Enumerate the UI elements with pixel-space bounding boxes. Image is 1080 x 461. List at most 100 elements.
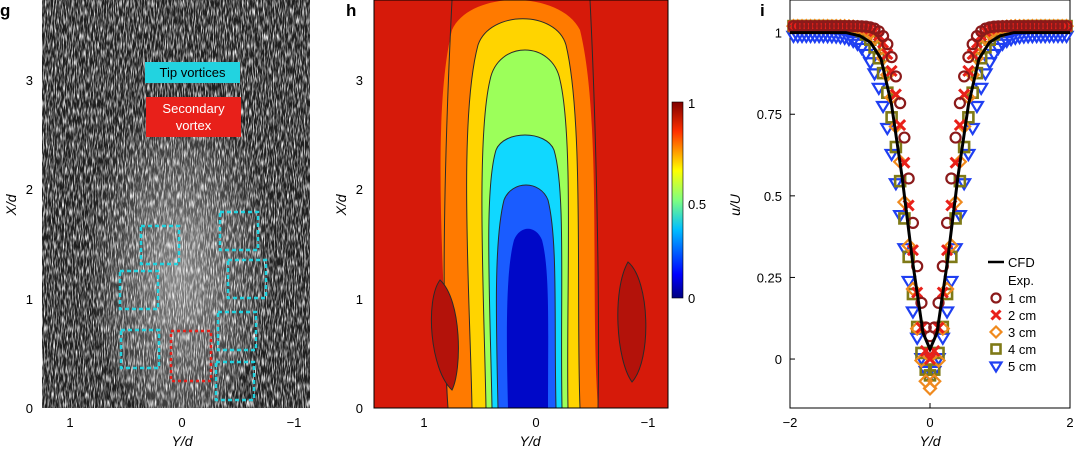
legend-marker (988, 361, 1004, 374)
data-point (987, 20, 1001, 33)
panel-i-legend: CFD Exp. 1 cm 2 cm 3 cm 4 cm 5 cm (988, 255, 1036, 374)
y-tick-label: 0 (775, 352, 782, 367)
x-tick-label: 1 (66, 415, 73, 430)
data-point (881, 38, 894, 51)
legend-cfd-label: CFD (1008, 255, 1035, 270)
data-point (930, 352, 947, 369)
legend-exp-items: 1 cm 2 cm 3 cm 4 cm 5 cm (988, 291, 1036, 374)
data-point (962, 51, 975, 64)
panel-i-y-axis-label: u/U (727, 193, 743, 216)
data-point (901, 238, 917, 254)
panel-i-x-axis-label: Y/d (919, 433, 941, 449)
data-point (889, 70, 902, 83)
tip-vortex-box (216, 310, 258, 352)
colorbar-tick-label: 0 (688, 291, 695, 306)
y-tick-label: 1 (26, 292, 33, 307)
secondary-vortex-badge (146, 97, 241, 137)
data-point (855, 20, 868, 33)
data-point (943, 275, 960, 290)
legend-series-label: 2 cm (1008, 308, 1036, 323)
y-tick-label: 0 (356, 401, 363, 416)
legend-series-label: 3 cm (1008, 325, 1036, 340)
x-tick-label: −1 (287, 415, 302, 430)
contour-lines (430, 0, 647, 408)
data-point (949, 131, 962, 144)
tip-vortex-boxes (118, 210, 268, 402)
data-point (904, 306, 921, 320)
legend-series-label: 5 cm (1008, 359, 1036, 374)
panel-h: h 0 1 2 3 (333, 0, 706, 449)
y-tick-label: 0.5 (764, 189, 782, 204)
secondary-vortex-label-line1: Secondary (162, 101, 225, 116)
y-tick-label: 1 (356, 292, 363, 307)
data-point (932, 296, 945, 309)
data-point (968, 100, 985, 115)
data-point (894, 97, 907, 110)
panel-letter-g: g (0, 1, 10, 20)
x-tick-label: 0 (926, 415, 933, 430)
panel-i-ticks: −2 0 2 0 0.25 0.5 0.75 1 (757, 26, 1074, 430)
panel-i: i −2 0 2 0 0.25 0.5 0.75 1 Y/d u/U CFD Exp. 1 c… (727, 0, 1075, 449)
legend-marker (988, 324, 1004, 340)
legend-series-label: 4 cm (1008, 342, 1036, 357)
panel-letter-i: i (760, 1, 765, 20)
legend-marker (990, 292, 1002, 304)
panel-g-y-axis-label: X/d (3, 193, 19, 216)
panel-h-y-axis-label: X/d (333, 193, 349, 216)
data-point (885, 64, 898, 77)
tip-vortex-box (118, 269, 160, 311)
contour-band-deep-blue (506, 228, 549, 408)
panel-g: g Tip vortices Secondary vortex 0 1 2 3 … (0, 0, 310, 449)
velocity-contour-map (374, 0, 668, 408)
data-point (964, 122, 981, 137)
contour-line (466, 18, 581, 408)
data-point (962, 64, 975, 77)
x-tick-label: −2 (783, 415, 798, 430)
legend-marker (990, 343, 1002, 355)
y-tick-label: 0.75 (757, 107, 782, 122)
panel-letter-h: h (346, 1, 356, 20)
contour-line (589, 0, 600, 408)
panel-h-x-axis-label: Y/d (519, 433, 541, 449)
y-tick-label: 0 (26, 401, 33, 416)
cfd-line (790, 31, 1070, 354)
panel-h-frame (373, 0, 669, 409)
data-point (892, 209, 909, 224)
data-point (1004, 20, 1018, 33)
data-point (1000, 20, 1013, 33)
data-point (943, 238, 959, 254)
data-point (923, 352, 937, 366)
data-point (953, 97, 966, 110)
data-point (845, 35, 862, 50)
data-point (847, 20, 860, 33)
x-tick-label: 0 (178, 415, 185, 430)
colorbar-tick-label: 1 (688, 96, 695, 111)
y-tick-label: 3 (26, 73, 33, 88)
data-point (953, 119, 966, 132)
contour-line (481, 49, 569, 408)
colorbar-tick-label: 0.5 (688, 197, 706, 212)
contour-line (495, 184, 557, 408)
data-point (858, 48, 874, 63)
secondary-vortex-label-line2: vortex (176, 118, 212, 133)
tip-vortex-box (119, 328, 161, 370)
colorbar-ticks: 0 0.5 1 (688, 96, 706, 306)
data-point (879, 122, 896, 137)
y-tick-label: 0.25 (757, 270, 782, 285)
data-point (851, 20, 864, 33)
legend-series-label: 1 cm (1008, 291, 1036, 306)
data-point (842, 20, 856, 33)
data-point (996, 20, 1009, 33)
panel-h-x-ticks: 1 0 −1 (420, 415, 655, 430)
panel-g-y-ticks: 0 1 2 3 (26, 73, 33, 416)
data-point (958, 70, 971, 83)
data-point (986, 48, 1002, 63)
data-point (885, 51, 898, 64)
data-point (939, 306, 956, 320)
x-tick-label: 1 (420, 415, 427, 430)
panel-g-x-axis-label: Y/d (171, 433, 193, 449)
data-point (898, 131, 911, 144)
contour-line (488, 134, 563, 408)
data-point (915, 296, 928, 309)
